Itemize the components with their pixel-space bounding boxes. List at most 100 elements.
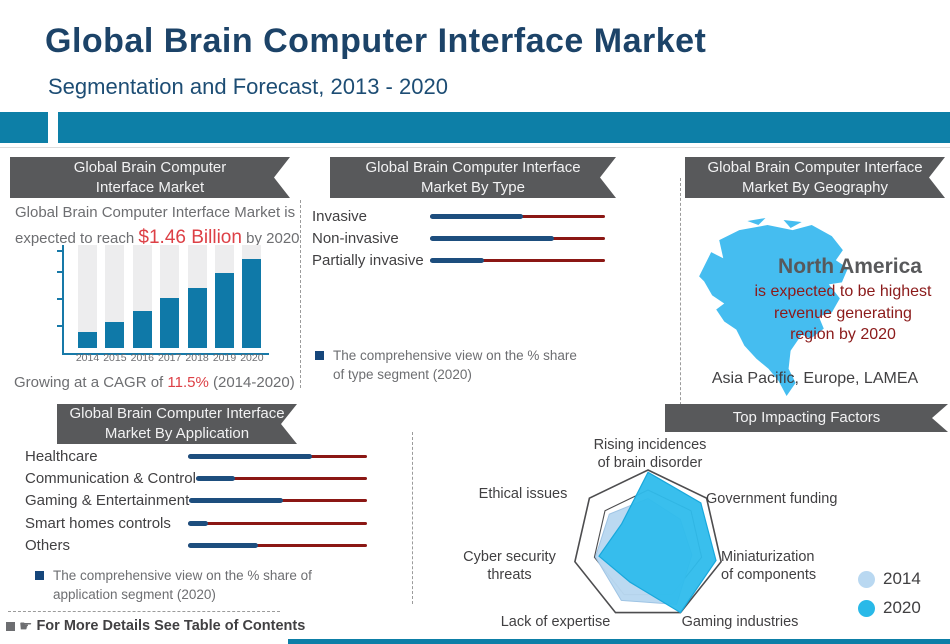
type-note-text: The comprehensive view on the % share of… [333, 348, 577, 382]
bar-value-2019 [215, 272, 234, 348]
bar-line-total [430, 259, 605, 263]
x-axis-label: 2020 [240, 352, 264, 364]
legend-item-2020: 2020 [858, 598, 921, 618]
divider-factors-panel [412, 432, 413, 604]
growth-bar-slot-2018: 2018 [185, 245, 209, 364]
note-bullet-icon [35, 571, 44, 580]
banner-geo-line2: Market By Geography [742, 178, 888, 196]
type-note: The comprehensive view on the % share of… [315, 347, 585, 385]
axis-tick [57, 325, 63, 327]
hand-square-icon [6, 621, 15, 631]
cagr-note: Growing at a CAGR of 11.5% (2014-2020) [14, 374, 314, 391]
type-bar-chart: Invasive Non-invasive Partially invasive [312, 205, 605, 272]
footer-note-text: For More Details See Table of Contents [36, 618, 306, 634]
growth-bar-slot-2019: 2019 [213, 245, 236, 364]
radar-label-ethical-issues: Ethical issues [478, 486, 568, 502]
bar-value-2016 [132, 310, 152, 348]
market-desc-suffix: by 2020 [241, 229, 300, 247]
bar-row: Invasive [312, 205, 605, 227]
bar-row-label: Smart homes controls [25, 514, 171, 532]
growth-bar-slot-2016: 2016 [131, 245, 154, 364]
geo-other-regions: Asia Pacific, Europe, LAMEA [711, 370, 919, 387]
legend-dot-2014 [858, 570, 875, 588]
accent-band [58, 112, 950, 143]
bar-line-share [430, 258, 485, 264]
legend-label: 2014 [883, 569, 921, 588]
growth-bar-slot-2014: 2014 [76, 245, 99, 364]
bar-line-total [188, 544, 367, 548]
radar-label-gaming-industries: Gaming industries [681, 614, 799, 630]
bar-value-2017 [160, 297, 180, 348]
banner-factors-text: Top Impacting Factors [732, 409, 881, 427]
banner-market-line2: Interface Market [95, 178, 205, 196]
geo-region-note: is expected to be highest revenue genera… [754, 283, 932, 344]
bar-line-share [189, 498, 284, 504]
footer-note: ☛ For More Details See Table of Contents [6, 617, 305, 635]
growth-bar-slot-2020: 2020 [240, 245, 264, 364]
market-value-highlight: $1.46 Billion [138, 226, 242, 248]
legend-label: 2020 [883, 598, 921, 617]
north-america-map-icon [699, 218, 848, 396]
banner-type: Global Brain Computer Interface Market B… [330, 157, 616, 198]
radar-label-government-funding: Government funding [706, 491, 838, 507]
radar-series-2020 [598, 471, 717, 614]
bar-background [78, 245, 97, 348]
bar-row: Others [25, 535, 367, 557]
note-bullet-icon [315, 351, 324, 360]
market-description: Global Brain Computer Interface Market i… [15, 202, 315, 251]
cagr-suffix: (2014-2020) [208, 374, 295, 391]
banner-type-line1: Global Brain Computer Interface [365, 158, 581, 176]
radar-label-rising-incidences: Rising incidences of brain disorder [593, 437, 707, 472]
application-note-text: The comprehensive view on the % share of… [53, 568, 312, 602]
bar-value-2018 [187, 288, 207, 348]
bar-row-label: Partially invasive [312, 252, 424, 270]
bar-line-share [188, 520, 208, 526]
pointing-hand-icon: ☛ [19, 617, 33, 635]
bar-track [188, 512, 367, 534]
page-title: Global Brain Computer Interface Market [45, 22, 707, 60]
bottom-accent-strip [288, 639, 950, 644]
bar-row: Healthcare [25, 445, 367, 467]
x-axis-label: 2015 [103, 352, 127, 364]
growth-bar-slot-2015: 2015 [103, 245, 127, 364]
factors-radar-chart [574, 469, 722, 614]
bar-row-label: Non-invasive [312, 230, 399, 248]
legend-item-2014: 2014 [858, 569, 921, 589]
cagr-prefix: Growing at a CAGR of [14, 374, 168, 391]
accent-square [0, 112, 48, 143]
banner-market-line1: Global Brain Computer [73, 158, 227, 176]
axis-tick [57, 271, 63, 273]
x-axis-label: 2016 [130, 352, 154, 364]
bar-row-label: Communication & Control [25, 470, 196, 488]
radar-legend: 2014 2020 [858, 569, 921, 618]
application-bar-chart: Healthcare Communication & Control Gaming … [25, 445, 367, 557]
bar-track [430, 205, 605, 227]
banner-type-line2: Market By Type [421, 178, 525, 196]
radar-label-miniaturization: Miniaturization of components [721, 549, 817, 584]
banner-factors: Top Impacting Factors [665, 404, 948, 432]
growth-bar-chart: 2014 2015 2016 2017 2018 2019 2020 [57, 245, 269, 364]
x-axis-label: 2017 [158, 352, 182, 364]
radar-ring-outer [574, 469, 722, 614]
bar-line-share [188, 543, 258, 549]
bar-track [189, 490, 367, 512]
market-desc-prefix: Global Brain Computer Interface Market i… [15, 204, 296, 247]
divider-footer [8, 611, 280, 612]
bar-track [430, 227, 605, 249]
divider-type-panel [300, 200, 301, 388]
bar-row-label: Gaming & Entertainment [25, 492, 190, 510]
axis-tick [57, 250, 63, 252]
banner-geo-line1: Global Brain Computer Interface [707, 158, 923, 176]
bar-track [430, 250, 605, 272]
x-axis-label: 2018 [185, 352, 209, 364]
bar-line-share [430, 213, 523, 219]
x-axis-label: 2014 [75, 352, 100, 364]
bar-track [188, 535, 367, 557]
banner-market: Global Brain Computer Interface Market [10, 157, 290, 198]
page-subtitle: Segmentation and Forecast, 2013 - 2020 [48, 74, 448, 99]
bar-line-share [195, 476, 236, 482]
bar-row: Gaming & Entertainment [25, 490, 367, 512]
bar-track [195, 467, 367, 489]
legend-dot-2020 [858, 599, 875, 617]
